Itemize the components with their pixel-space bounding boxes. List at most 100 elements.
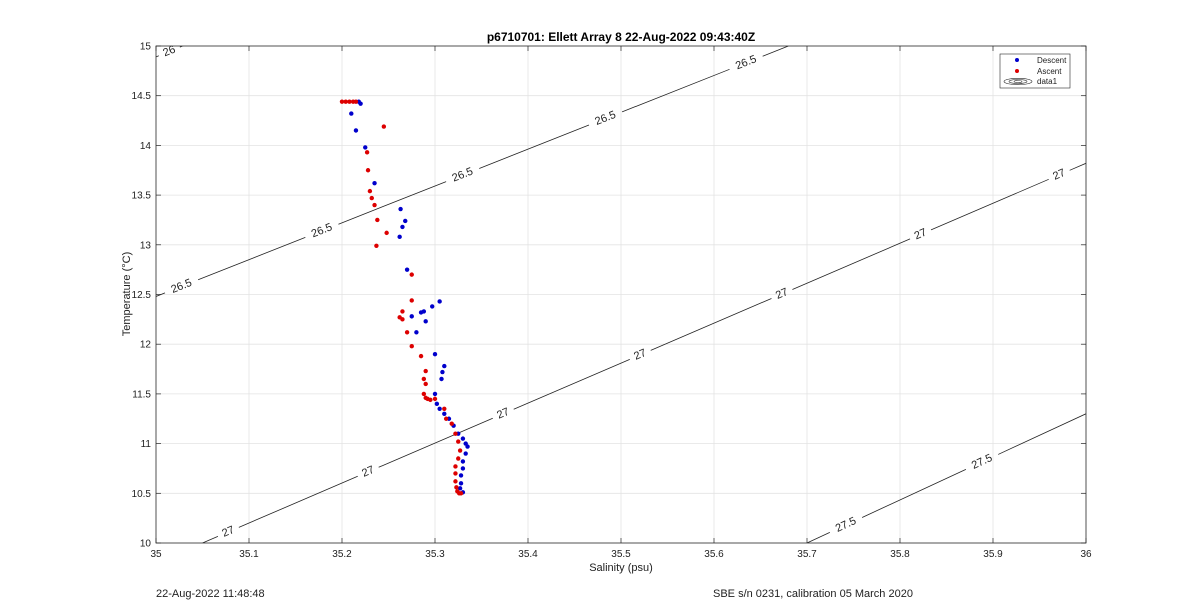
- x-tick-label: 35.3: [425, 549, 445, 560]
- descent-point: [423, 319, 428, 324]
- ascent-point: [443, 416, 449, 421]
- x-tick-label: 35.4: [518, 549, 538, 560]
- contour-label: 27: [360, 464, 376, 480]
- ascent-point: [454, 485, 459, 490]
- descent-point: [349, 111, 354, 116]
- legend-data1-contour-icon: [1003, 78, 1033, 86]
- ascent-point: [400, 317, 405, 322]
- ascent-point: [456, 456, 461, 461]
- density-contour-line: [806, 532, 831, 543]
- descent-point: [353, 128, 359, 133]
- ascent-point: [418, 353, 424, 359]
- ascent-point: [453, 464, 458, 469]
- ascent-point: [449, 421, 454, 426]
- descent-point: [418, 310, 424, 315]
- descent-point: [440, 369, 445, 375]
- descent-point: [400, 224, 405, 230]
- contour-label: 26: [161, 44, 177, 60]
- y-tick-label: 13: [140, 240, 152, 251]
- ascent-point: [381, 124, 387, 129]
- x-tick-label: 36: [1080, 549, 1092, 560]
- x-tick-label: 35.6: [704, 549, 724, 560]
- legend[interactable]: Descent Ascent data1: [999, 53, 1071, 89]
- descent-point: [432, 391, 438, 397]
- ascent-point: [364, 150, 370, 155]
- legend-descent-marker: [1015, 58, 1019, 62]
- descent-point: [437, 299, 442, 304]
- descent-point: [409, 314, 414, 319]
- density-contour-line: [197, 236, 306, 281]
- contour-label: 27: [220, 524, 236, 540]
- ascent-point: [384, 230, 389, 236]
- descent-point: [430, 304, 435, 309]
- density-contour-line: [513, 358, 630, 410]
- x-tick-label: 35.1: [239, 549, 259, 560]
- density-contour-line: [650, 298, 772, 351]
- ascent-point: [374, 243, 379, 248]
- ascent-point: [453, 471, 458, 476]
- y-tick-label: 12: [140, 340, 152, 351]
- ascent-point: [404, 330, 410, 335]
- x-tick-label: 35.9: [983, 549, 1003, 560]
- ascent-point: [423, 368, 428, 374]
- contour-label: 27: [913, 226, 929, 242]
- descent-point: [458, 481, 464, 486]
- descent-point: [458, 473, 464, 478]
- grid-lines: [156, 46, 1086, 543]
- ascent-point: [421, 391, 427, 397]
- y-tick-label: 12.5: [132, 290, 152, 301]
- descent-point: [457, 486, 463, 491]
- density-contour-line: [378, 417, 493, 468]
- data-points: [339, 99, 470, 496]
- x-tick-label: 35.5: [611, 549, 631, 560]
- descent-point: [372, 180, 377, 186]
- ascent-point: [453, 431, 458, 436]
- density-contour-line: [479, 124, 590, 169]
- ascent-point: [457, 448, 463, 453]
- legend-ascent-marker: [1015, 69, 1019, 73]
- ascent-point: [369, 195, 374, 201]
- descent-point: [437, 406, 442, 412]
- descent-point: [439, 376, 444, 382]
- descent-point: [358, 101, 363, 106]
- y-tick-label: 10: [140, 539, 152, 550]
- footer-instrument-info: SBE s/n 0231, calibration 05 March 2020: [713, 588, 913, 600]
- ascent-point: [432, 396, 438, 402]
- y-tick-label: 10.5: [132, 489, 152, 500]
- density-contour-line: [792, 238, 911, 290]
- ascent-point: [409, 343, 414, 349]
- descent-point: [460, 466, 466, 471]
- x-tick-label: 35: [150, 549, 162, 560]
- density-contour-line: [762, 46, 789, 57]
- contour-label: 27: [495, 406, 511, 422]
- ascent-point: [372, 202, 377, 208]
- ascent-point: [421, 376, 427, 382]
- legend-data1-label: data1: [1037, 77, 1058, 86]
- descent-point: [397, 234, 402, 240]
- ascent-point: [343, 99, 348, 104]
- legend-box: [999, 53, 1071, 89]
- ascent-point: [347, 99, 352, 104]
- density-contour-line: [1069, 162, 1086, 171]
- descent-point: [398, 206, 403, 212]
- ascent-point: [400, 309, 405, 314]
- y-axis-ticks: 10 10.5 11 11.5 12 12.5 13 13.5 14 14.5 15: [132, 42, 1086, 550]
- descent-point: [363, 145, 368, 150]
- descent-point: [434, 401, 440, 407]
- ascent-point: [339, 99, 345, 104]
- density-contour-line: [998, 413, 1086, 455]
- y-tick-label: 14: [140, 141, 152, 152]
- ascent-point: [367, 188, 373, 194]
- descent-point: [414, 330, 419, 335]
- density-contour-line: [238, 475, 358, 528]
- chart-title: p6710701: Ellett Array 8 22-Aug-2022 09:…: [487, 30, 755, 44]
- y-tick-label: 15: [140, 42, 152, 53]
- descent-point: [463, 451, 468, 456]
- y-tick-label: 14.5: [132, 91, 152, 102]
- y-axis-label: Temperature (°C): [121, 252, 133, 336]
- density-contour-line: [338, 181, 447, 225]
- ascent-point: [456, 439, 461, 444]
- descent-point: [465, 444, 470, 449]
- x-axis-ticks: 35 35.1 35.2 35.3 35.4 35.5 35.6 35.7 35.8 35.9 36: [150, 46, 1092, 560]
